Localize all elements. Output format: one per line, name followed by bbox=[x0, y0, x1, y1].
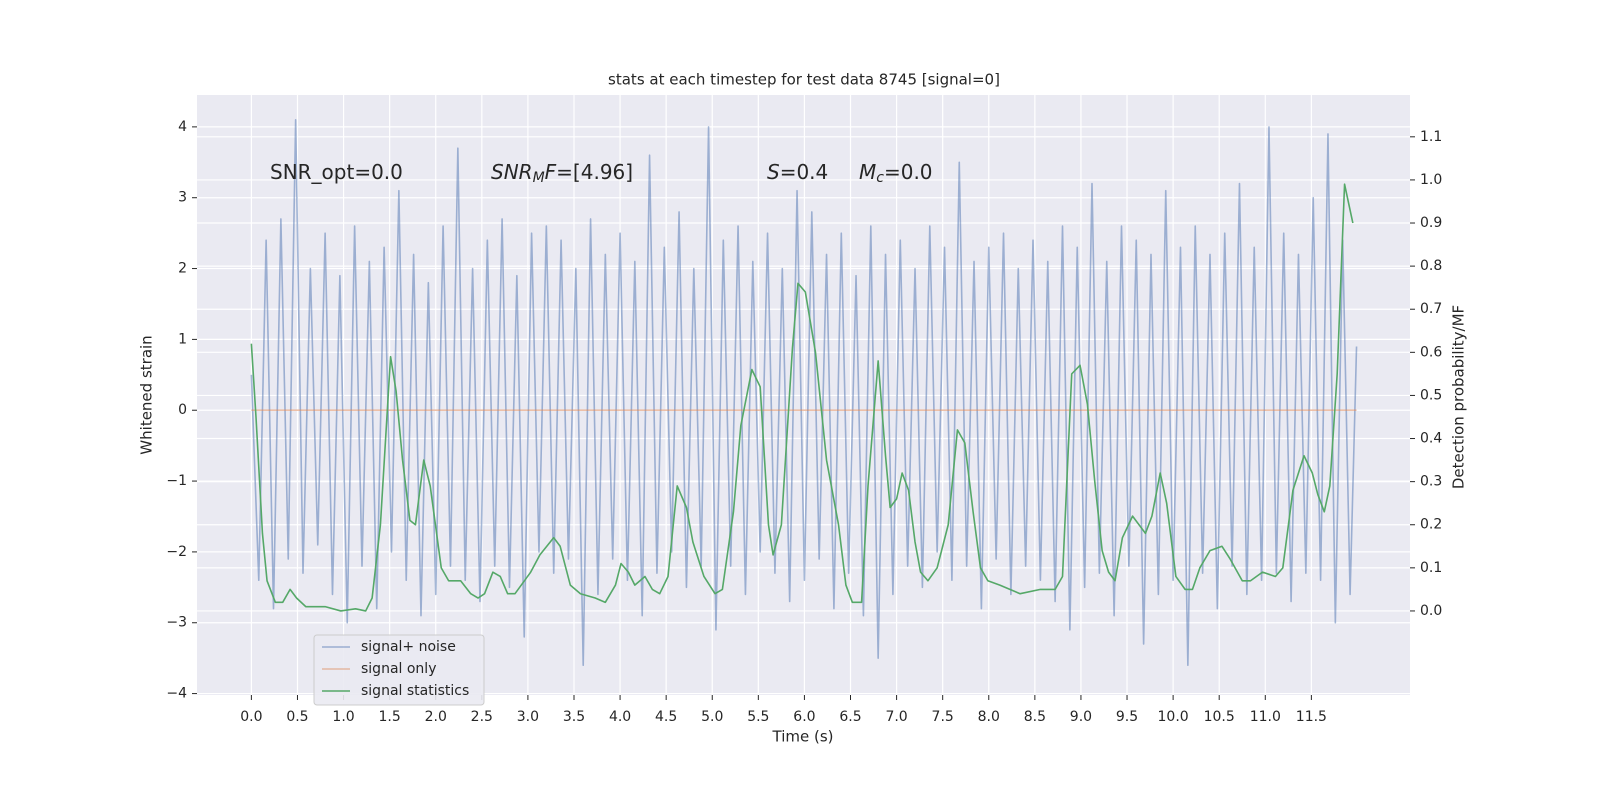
chart-title: stats at each timestep for test data 874… bbox=[608, 71, 1000, 89]
x-tick-label: 5.0 bbox=[701, 709, 723, 725]
x-tick-label: 1.0 bbox=[332, 709, 354, 725]
y2-tick-label: 1.1 bbox=[1420, 129, 1442, 145]
marks bbox=[250, 118, 1358, 667]
y-tick-label: −4 bbox=[166, 686, 187, 702]
x-tick-label: 6.0 bbox=[793, 709, 815, 725]
y-tick-label: 2 bbox=[178, 261, 187, 277]
x-tick-label: 10.5 bbox=[1204, 709, 1235, 725]
series-line bbox=[250, 118, 1358, 667]
x-tick-label: 3.0 bbox=[517, 709, 539, 725]
x-tick-label: 1.5 bbox=[379, 709, 401, 725]
x-tick-label: 5.5 bbox=[747, 709, 769, 725]
x-tick-label: 11.0 bbox=[1250, 709, 1281, 725]
y2-tick-label: 0.3 bbox=[1420, 474, 1442, 490]
series-line bbox=[250, 183, 1354, 612]
x-tick-label: 10.0 bbox=[1158, 709, 1189, 725]
y2-tick-label: 0.2 bbox=[1420, 517, 1442, 533]
annotations: SNR_opt=0.0 SNRMF=[4.96] S=0.4 Mc=0.0 bbox=[270, 160, 933, 187]
y2-tick-label: 0.6 bbox=[1420, 344, 1442, 360]
y-tick-label: 1 bbox=[178, 331, 187, 347]
legend-label: signal statistics bbox=[361, 683, 469, 699]
x-tick-label: 4.0 bbox=[609, 709, 631, 725]
annotation: Mc=0.0 bbox=[859, 160, 933, 187]
x-tick-label: 7.5 bbox=[932, 709, 954, 725]
annotation-sub: c bbox=[876, 170, 884, 186]
annotation-var: S bbox=[767, 160, 780, 184]
x-axis-label: Time (s) bbox=[772, 728, 834, 746]
annotation: S=0.4 bbox=[767, 160, 828, 184]
annotation-base: SNR bbox=[491, 160, 533, 184]
y-tick-label: 0 bbox=[178, 402, 187, 418]
x-tick-label: 8.5 bbox=[1024, 709, 1046, 725]
y2-tick-label: 0.4 bbox=[1420, 431, 1442, 447]
annotation-rest: =0.0 bbox=[884, 160, 933, 184]
y-tick-label: 3 bbox=[178, 190, 187, 206]
annotation-base: M bbox=[859, 160, 876, 184]
y2-tick-label: 0.8 bbox=[1420, 258, 1442, 274]
y2-tick-label: 0.1 bbox=[1420, 560, 1442, 576]
x-tick-label: 8.0 bbox=[978, 709, 1000, 725]
x-tick-label: 0.0 bbox=[240, 709, 262, 725]
annotation-var: F bbox=[545, 160, 557, 184]
annotation: SNRMF=[4.96] bbox=[491, 160, 633, 187]
x-tick-label: 11.5 bbox=[1296, 709, 1327, 725]
y2-tick-label: 0.7 bbox=[1420, 301, 1442, 317]
y-tick-label: 4 bbox=[178, 119, 187, 135]
x-tick-label: 9.0 bbox=[1070, 709, 1092, 725]
x-tick-label: 3.5 bbox=[563, 709, 585, 725]
y2-tick-label: 0.0 bbox=[1420, 603, 1442, 619]
annotation-rest: =[4.96] bbox=[556, 160, 633, 184]
y2-tick-label: 0.5 bbox=[1420, 387, 1442, 403]
y-axis-label: Whitened strain bbox=[138, 335, 156, 454]
x-tick-label: 4.5 bbox=[655, 709, 677, 725]
y-tick-label: −3 bbox=[166, 615, 187, 631]
x-tick-label: 0.5 bbox=[286, 709, 308, 725]
legend-box bbox=[313, 634, 485, 706]
y2-axis-label: Detection probability/MF bbox=[1450, 305, 1468, 489]
y2-tick-label: 0.9 bbox=[1420, 215, 1442, 231]
annotation-text: SNR_opt=0.0 bbox=[270, 160, 403, 184]
y-tick-label: −1 bbox=[166, 473, 187, 489]
x-tick-label: 2.5 bbox=[471, 709, 493, 725]
x-tick-label: 7.0 bbox=[885, 709, 907, 725]
legend: signal+ noise signal only signal statistic… bbox=[313, 634, 485, 706]
x-tick-label: 2.0 bbox=[425, 709, 447, 725]
y2-tick-label: 1.0 bbox=[1420, 172, 1442, 188]
grid: 0.0 0.5 1.0 1.5 2.0 2.5 3.0 3.5 4.0 4.5 5.0 5.5 6.0 6… bbox=[166, 95, 1442, 725]
annotation: SNR_opt=0.0 bbox=[270, 160, 403, 184]
legend-label: signal+ noise bbox=[361, 639, 456, 655]
legend-label: signal only bbox=[361, 661, 436, 677]
y-tick-label: −2 bbox=[166, 544, 187, 560]
annotation-sub: M bbox=[533, 170, 545, 186]
x-tick-label: 6.5 bbox=[839, 709, 861, 725]
annotation-rest: =0.4 bbox=[780, 160, 829, 184]
x-tick-label: 9.5 bbox=[1116, 709, 1138, 725]
